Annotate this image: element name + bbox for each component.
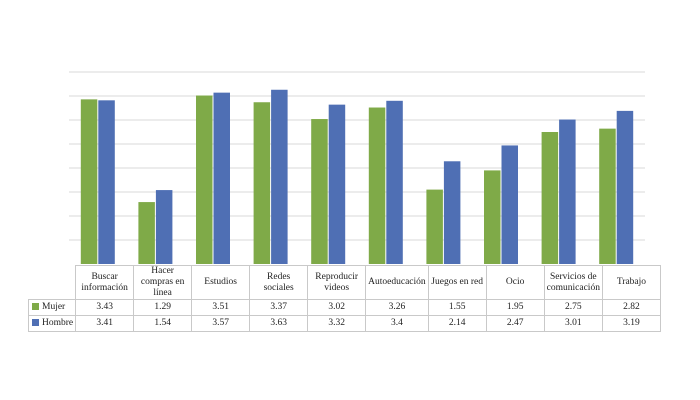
category-label: Reproducir videos <box>307 265 367 300</box>
series-row-mujer: Mujer 3.43 1.29 3.51 3.37 3.02 3.26 1.55 1.95 2.… <box>27 299 661 316</box>
category-header-row: Buscar información Hacer compras en línea… <box>28 265 661 300</box>
bar-mujer-1 <box>138 202 155 264</box>
data-label: 3.32 <box>307 315 367 332</box>
bar-hombre-3 <box>271 89 288 264</box>
bar-mujer-2 <box>196 95 213 265</box>
data-label: 3.02 <box>307 299 367 316</box>
data-label: 2.82 <box>601 299 661 316</box>
legend-label-hombre: Hombre <box>42 318 74 328</box>
category-label: Buscar información <box>75 265 135 300</box>
data-label: 2.14 <box>427 315 487 332</box>
table-corner <box>28 265 77 300</box>
bar-mujer-9 <box>599 128 616 264</box>
data-label: 1.95 <box>485 299 545 316</box>
legend-swatch-hombre <box>32 319 39 327</box>
data-label: 3.19 <box>601 315 661 332</box>
data-label: 3.4 <box>365 315 429 332</box>
legend-swatch-mujer <box>32 303 39 311</box>
bar-chart <box>69 71 645 265</box>
data-label: 1.29 <box>133 299 193 316</box>
data-label: 3.43 <box>75 299 135 316</box>
legend-label-mujer: Mujer <box>42 302 66 312</box>
category-label: Redes sociales <box>249 265 309 300</box>
data-label: 1.55 <box>427 299 487 316</box>
bar-mujer-7 <box>484 170 501 264</box>
bar-hombre-8 <box>559 119 576 265</box>
data-label: 2.75 <box>543 299 603 316</box>
category-label: Servicios de comunicación <box>543 265 603 300</box>
bar-mujer-3 <box>253 102 271 265</box>
gridlines <box>69 71 645 241</box>
bar-hombre-2 <box>213 92 230 264</box>
legend-cell-mujer: Mujer <box>27 299 77 316</box>
bar-hombre-1 <box>155 190 173 264</box>
category-label: Trabajo <box>601 265 661 300</box>
category-label: Ocio <box>485 265 545 300</box>
data-label: 3.26 <box>365 299 429 316</box>
data-label: 3.51 <box>191 299 251 316</box>
bar-mujer-0 <box>80 99 98 264</box>
category-label: Estudios <box>191 265 251 300</box>
bar-mujer-6 <box>426 189 443 264</box>
bar-hombre-9 <box>616 110 634 264</box>
data-label: 1.54 <box>133 315 193 332</box>
legend-cell-hombre: Hombre <box>27 315 77 332</box>
data-label: 3.57 <box>191 315 251 332</box>
bar-hombre-6 <box>443 161 461 264</box>
bar-mujer-8 <box>541 132 559 264</box>
bar-hombre-7 <box>501 145 518 264</box>
bar-hombre-5 <box>386 100 403 264</box>
bar-hombre-0 <box>98 100 115 264</box>
bar-mujer-5 <box>368 107 386 265</box>
data-label: 3.01 <box>543 315 603 332</box>
data-label: 3.63 <box>249 315 309 332</box>
bar-hombre-4 <box>328 104 346 264</box>
category-label: Juegos en red <box>427 265 487 300</box>
category-label: Autoeducación <box>365 265 429 300</box>
data-label: 3.41 <box>75 315 135 332</box>
bars <box>80 89 634 265</box>
category-label: Hacer compras en línea <box>133 265 193 300</box>
data-label: 3.37 <box>249 299 309 316</box>
series-row-hombre: Hombre 3.41 1.54 3.57 3.63 3.32 3.4 2.14 2.47 3.… <box>27 315 661 332</box>
bar-mujer-4 <box>311 119 328 264</box>
data-label: 2.47 <box>485 315 545 332</box>
data-table: Buscar información Hacer compras en línea… <box>27 265 661 332</box>
